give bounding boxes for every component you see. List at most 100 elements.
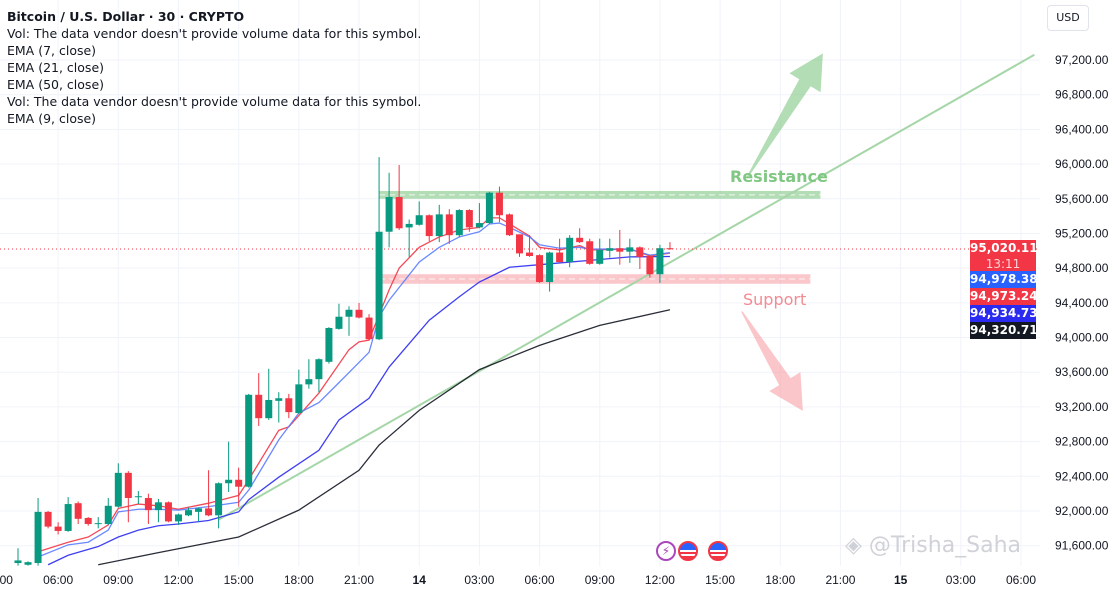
candle-bullish	[14, 548, 22, 566]
candle-bearish	[465, 209, 473, 232]
candle-bullish	[375, 157, 383, 341]
candle-bearish	[586, 238, 594, 265]
candle-body	[24, 562, 32, 565]
price-tick-label: 92,400.00	[1055, 469, 1109, 483]
candle-body	[646, 256, 654, 275]
candle-body	[616, 248, 624, 252]
down-arrow[interactable]	[741, 311, 803, 411]
time-tick-label: 21:00	[825, 573, 855, 587]
candle-body	[74, 503, 82, 519]
candle-bullish	[185, 507, 193, 517]
candle-body	[516, 234, 523, 254]
candle-bullish	[275, 392, 283, 423]
candle-body	[656, 248, 664, 275]
candle-bearish	[666, 242, 674, 250]
candle-bearish	[526, 235, 534, 257]
us-flag-icon[interactable]	[678, 541, 698, 561]
candle-bearish	[576, 228, 584, 244]
candle-body	[626, 247, 634, 252]
candle-bullish	[245, 393, 253, 488]
candle-bullish	[325, 327, 333, 364]
candle-bearish	[646, 255, 654, 278]
candle-body	[566, 237, 574, 263]
watermark: ◈ @Trisha_Saha	[845, 533, 1021, 559]
candle-body	[235, 479, 243, 487]
candle-bullish	[265, 368, 273, 420]
binance-logo-icon: ◈	[845, 533, 869, 558]
candle-bullish	[94, 517, 102, 529]
candle-body	[335, 316, 343, 329]
candle-body	[34, 511, 42, 564]
price-axis[interactable]	[1040, 0, 1115, 593]
candle-body	[245, 394, 253, 487]
candle-body	[84, 517, 92, 525]
candle-body	[415, 215, 423, 225]
price-tick-label: 92,800.00	[1055, 435, 1109, 449]
candle-body	[255, 394, 263, 419]
candle-bullish	[134, 491, 142, 505]
lightning-icon[interactable]: ⚡	[656, 541, 676, 561]
legend-ema-7[interactable]: EMA (7, close)	[7, 43, 97, 58]
candle-body	[666, 248, 674, 250]
time-tick-label: 06:00	[1006, 573, 1036, 587]
candle-body	[355, 309, 363, 318]
candle-body	[475, 223, 483, 228]
candle-bullish	[345, 306, 353, 336]
time-tick-label: 09:00	[103, 573, 133, 587]
candle-bearish	[44, 510, 52, 529]
drawing-labels[interactable]: Resistance Support	[730, 167, 828, 309]
trend-line[interactable]	[218, 53, 1035, 521]
ema-lines	[37, 217, 671, 566]
candle-bearish	[84, 517, 92, 526]
candle-body	[345, 309, 353, 317]
legend-ema-21[interactable]: EMA (21, close)	[7, 60, 105, 75]
time-tick-label: 15	[894, 573, 908, 587]
time-tick-label: 15:00	[705, 573, 735, 587]
price-tick-label: 92,000.00	[1055, 504, 1109, 518]
legend-ema-9[interactable]: EMA (9, close)	[7, 111, 97, 126]
legend-ema-50[interactable]: EMA (50, close)	[7, 77, 105, 92]
candle-body	[44, 511, 52, 527]
candle-body	[104, 505, 112, 525]
last-price-value: 95,020.11	[970, 241, 1038, 255]
up-arrow[interactable]	[746, 53, 823, 179]
candle-bullish	[305, 359, 313, 389]
time-tick-label: 21:00	[344, 573, 374, 587]
ema21-badge: 94,934.73	[970, 305, 1038, 322]
candle-body	[586, 241, 594, 264]
ema50-badge: 94,320.71	[970, 322, 1038, 339]
time-tick-label: 15:00	[224, 573, 254, 587]
candle-body	[395, 197, 403, 229]
support-label[interactable]: Support	[743, 290, 806, 309]
candle-body	[124, 472, 132, 498]
time-tick-label: 06:00	[43, 573, 73, 587]
price-tick-label: 94,000.00	[1055, 331, 1109, 345]
legend-volume[interactable]: Vol: The data vendor doesn't provide vol…	[7, 26, 422, 41]
legend-volume-2[interactable]: Vol: The data vendor doesn't provide vol…	[7, 94, 422, 109]
price-tick-label: 96,400.00	[1055, 122, 1109, 136]
last-price-badge: 95,020.11 13:11	[970, 240, 1038, 271]
candle-body	[315, 359, 323, 380]
candle-body	[164, 502, 172, 522]
candle-bullish	[174, 513, 182, 525]
candle-body	[225, 479, 233, 484]
candle-bearish	[54, 522, 62, 535]
candle-body	[485, 192, 493, 224]
time-axis-labels[interactable]: 03:00 06:00 09:00 12:00 15:00 18:00 21:00 14 03:…	[0, 573, 1036, 587]
candle-bearish	[616, 229, 624, 265]
us-flag-icon[interactable]	[708, 541, 728, 561]
time-tick-label: 03:00	[464, 573, 494, 587]
symbol-title[interactable]: Bitcoin / U.S. Dollar · 30 · CRYPTO	[7, 9, 245, 24]
currency-button[interactable]: USD	[1047, 5, 1089, 31]
candle-body	[546, 252, 554, 283]
candle-bearish	[536, 254, 544, 283]
candle-body	[174, 514, 182, 522]
candle-bullish	[34, 497, 42, 566]
candle-bearish	[74, 501, 82, 525]
candle-body	[576, 237, 584, 243]
resistance-label[interactable]: Resistance	[730, 167, 828, 186]
candle-body	[64, 504, 72, 531]
candle-body	[445, 214, 453, 236]
candle-bullish	[475, 203, 483, 229]
